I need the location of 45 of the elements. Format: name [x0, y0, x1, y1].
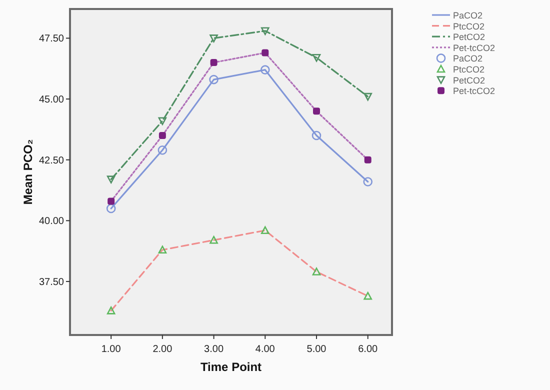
y-tick-label: 37.50 — [38, 276, 64, 288]
x-tick-label: 6.00 — [358, 344, 378, 355]
x-tick-label: 5.00 — [306, 344, 327, 355]
point — [312, 268, 321, 276]
point — [158, 117, 167, 126]
point — [106, 176, 116, 184]
x-tick-label: 2.00 — [152, 344, 173, 355]
point — [210, 59, 218, 66]
legend-label: Pet-tcCO2 — [453, 42, 496, 53]
legend-label: PetCO2 — [453, 75, 486, 86]
legend-label: PaCO2 — [453, 54, 483, 64]
y-tick-label: 42.50 — [38, 155, 64, 166]
point — [364, 292, 372, 300]
point — [313, 108, 320, 115]
point — [262, 49, 269, 56]
legend-label: PtcCO2 — [453, 64, 485, 74]
x-axis-title: Time Point — [200, 360, 262, 374]
y-tick-label: 45.00 — [38, 94, 64, 106]
point — [260, 65, 270, 74]
point — [312, 54, 321, 62]
x-tick-label: 3.00 — [204, 344, 224, 355]
legend-label: PaCO2 — [453, 10, 483, 20]
x-tick-label: 1.00 — [101, 344, 122, 355]
point — [158, 145, 168, 155]
point — [363, 177, 373, 186]
point — [209, 74, 218, 84]
point — [312, 130, 322, 140]
point — [364, 92, 372, 101]
point — [106, 306, 116, 314]
legend-label: PtcCO2 — [453, 21, 485, 32]
x-tick-label: 4.00 — [255, 344, 276, 355]
y-axis-title: Mean PCO₂ — [21, 139, 35, 205]
y-tick-label: 47.50 — [38, 34, 64, 45]
point — [158, 132, 166, 140]
point — [210, 34, 218, 42]
point — [106, 204, 116, 214]
legend-label: Pet-tcCO2 — [453, 86, 496, 96]
legend-label: PetCO2 — [453, 32, 486, 42]
point — [364, 156, 372, 164]
point — [261, 27, 270, 36]
point — [210, 236, 218, 244]
point — [158, 246, 167, 254]
point — [108, 198, 115, 205]
y-tick-label: 40.00 — [38, 216, 64, 228]
point — [261, 226, 270, 234]
